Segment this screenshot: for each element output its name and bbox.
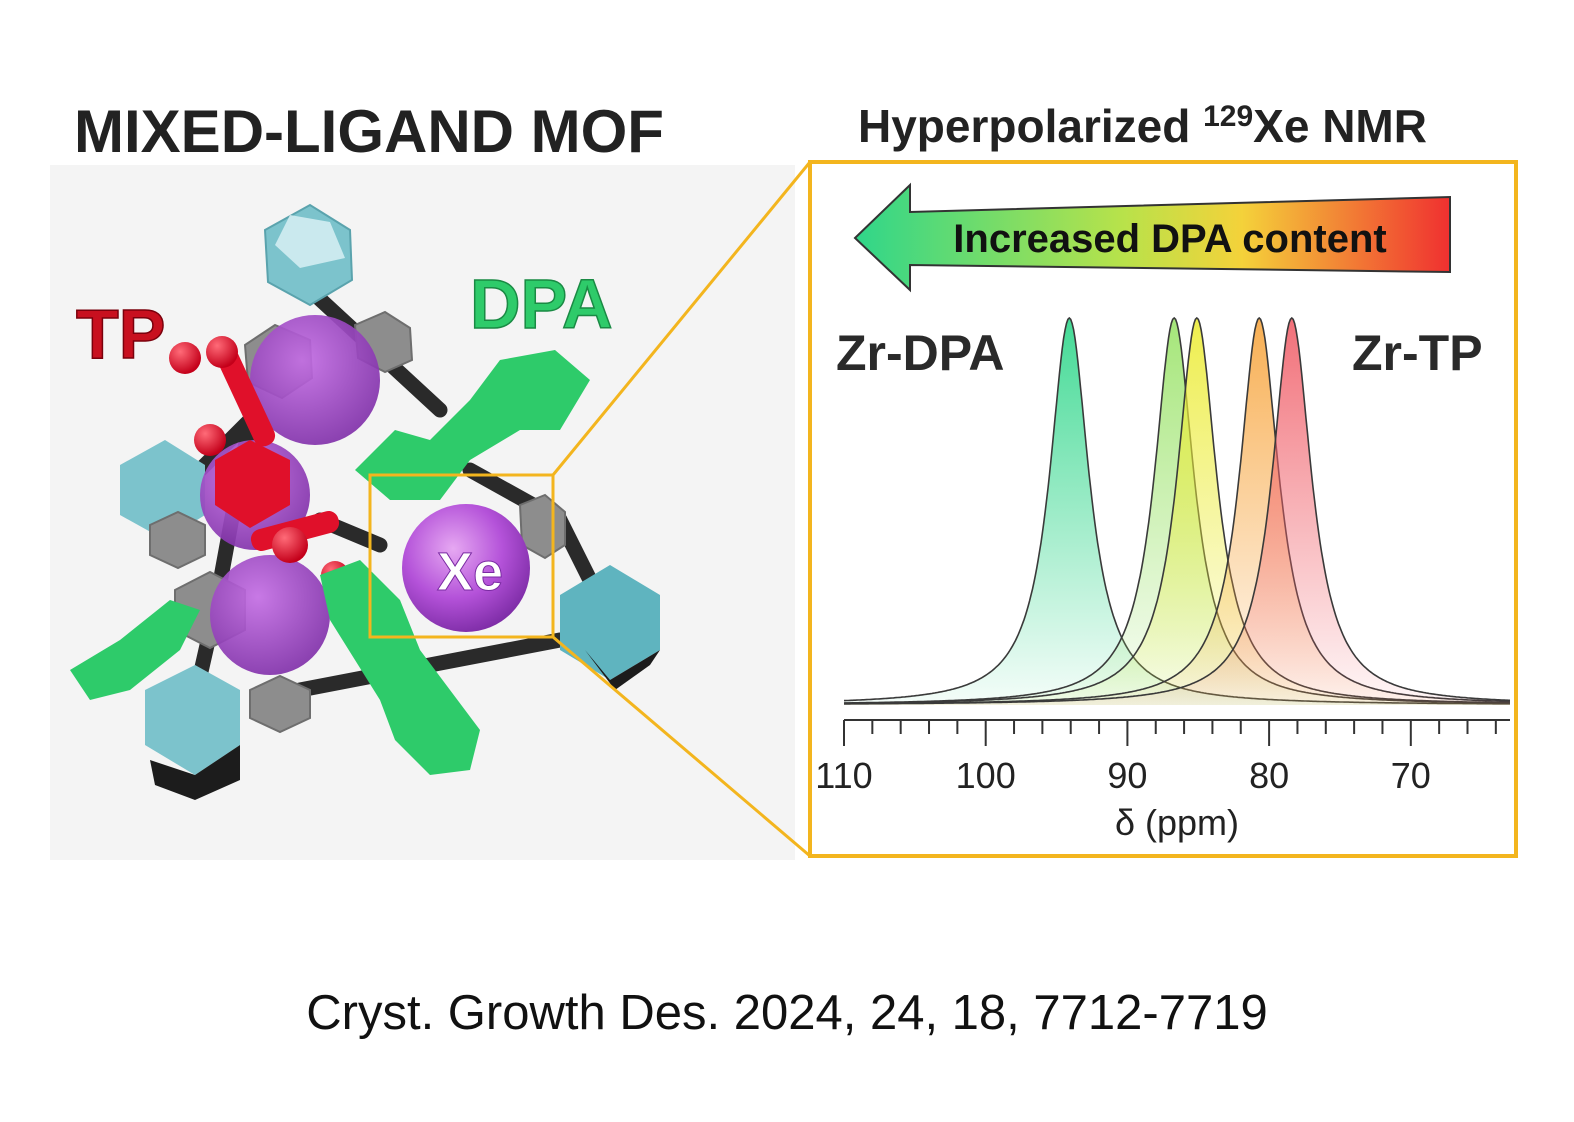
label-zr-tp: Zr-TP [1352,325,1483,381]
citation: Cryst. Growth Des. 2024, 24, 18, 7712-77… [306,986,1268,1040]
tick-label: 70 [1391,755,1431,796]
tick-label: 100 [956,755,1016,796]
tick-label: 90 [1107,755,1147,796]
tp-linker [169,336,349,589]
spectrum-line [844,316,1510,705]
xe-label: Xe [437,542,503,602]
x-axis-label: δ (ppm) [1115,802,1239,843]
nmr-panel: Hyperpolarized 129Xe NMR Increased DPA c… [808,100,1518,858]
tp-label: TP [76,295,165,373]
zoom-connectors [551,161,812,858]
nmr-title-superscript: 129 [1203,100,1253,133]
spectrum-fill [844,318,1510,705]
arrow-label: Increased DPA content [953,217,1386,261]
zr-clusters [120,203,660,800]
nmr-spectra [843,316,1511,705]
label-zr-dpa: Zr-DPA [836,325,1005,381]
tick-label: 110 [815,755,872,796]
tick-label: 80 [1249,755,1289,796]
dpa-linker [70,350,590,775]
mof-structure-panel: MIXED-LIGAND MOF [50,98,795,860]
dpa-label: DPA [470,265,613,343]
left-title: MIXED-LIGAND MOF [74,98,664,165]
nmr-title-suffix: Xe NMR [1253,100,1427,152]
nmr-title-prefix: Hyperpolarized [858,100,1203,152]
nmr-title: Hyperpolarized 129Xe NMR [858,100,1427,152]
dpa-content-arrow: Increased DPA content [853,182,1451,293]
x-axis-ticks: 110 100 90 80 70 [815,720,1497,796]
zoom-box [368,473,555,639]
xe-atom: Xe [402,504,530,632]
